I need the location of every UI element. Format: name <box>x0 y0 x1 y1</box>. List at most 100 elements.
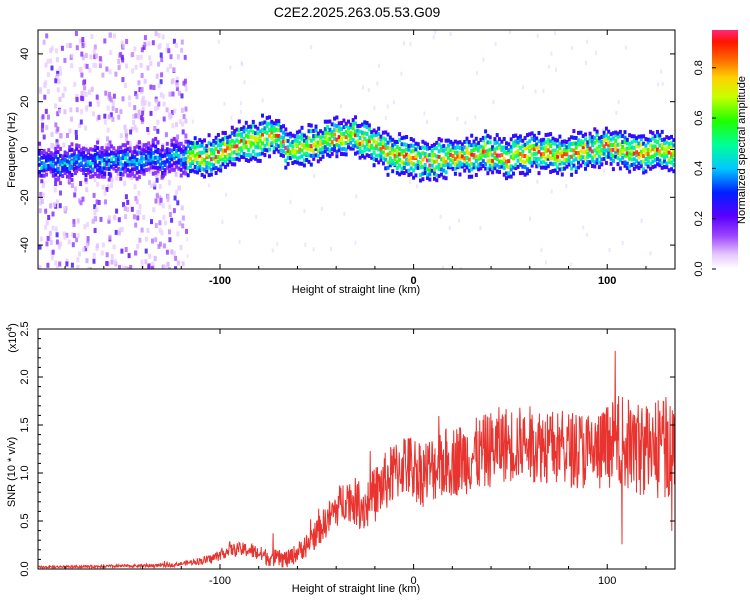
ridge-cell <box>61 154 65 159</box>
ridge-cell <box>161 147 165 152</box>
ridge-cell <box>472 143 476 148</box>
ridge-cell <box>203 158 206 163</box>
ridge-cell <box>553 156 557 161</box>
ridge-cell <box>333 136 337 141</box>
noise-cell <box>166 261 170 267</box>
ridge-cell <box>374 146 378 151</box>
ridge-cell <box>103 152 107 157</box>
noise-cell <box>84 125 88 131</box>
ridge-cell <box>386 132 390 137</box>
noise-cell <box>53 187 57 193</box>
ridge-cell <box>75 143 79 148</box>
ridge-cell <box>498 146 501 151</box>
ridge-cell <box>363 131 367 136</box>
ridge-cell <box>451 158 455 163</box>
ridge-cell <box>209 167 213 172</box>
ridge-cell <box>288 134 292 139</box>
ridge-cell <box>521 164 525 169</box>
ridge-cell <box>216 159 220 164</box>
noise-cell <box>54 122 58 128</box>
ridge-cell <box>460 162 464 167</box>
ridge-cell <box>340 132 343 137</box>
ridge-cell <box>151 165 155 170</box>
noise-cell <box>124 266 128 269</box>
ridge-cell <box>607 135 611 140</box>
ridge-cell <box>518 171 522 176</box>
ridge-cell <box>428 177 432 182</box>
ridge-cell <box>112 151 116 156</box>
noise-cell <box>79 119 83 125</box>
noise-cell <box>96 101 100 107</box>
noise-cell <box>50 255 54 261</box>
ridge-cell <box>495 157 499 161</box>
ridge-cell <box>460 148 464 153</box>
noise-cell <box>169 54 173 60</box>
noise-cell <box>57 79 61 85</box>
noise-cell <box>125 136 128 142</box>
ridge-cell <box>644 169 648 174</box>
ridge-cell <box>495 140 499 145</box>
noise-cell <box>120 40 124 46</box>
noise-cell <box>40 199 44 204</box>
ridge-cell <box>667 159 671 164</box>
ridge-cell <box>453 162 457 167</box>
noise-cell <box>584 147 587 151</box>
ridge-cell <box>570 161 574 166</box>
ridge-cell <box>405 143 409 148</box>
ridge-cell <box>86 155 90 160</box>
ridge-cell <box>209 157 213 162</box>
ridge-cell <box>421 165 425 169</box>
ridge-cell <box>254 138 258 143</box>
ridge-cell <box>63 153 67 158</box>
ridge-cell <box>491 153 495 158</box>
ridge-cell <box>430 168 434 173</box>
ridge-cell <box>126 158 130 163</box>
ridge-cell <box>291 146 295 151</box>
ridge-cell <box>249 124 253 129</box>
ridge-cell <box>542 160 546 165</box>
ridge-cell <box>277 119 281 124</box>
noise-cell <box>416 184 419 189</box>
noise-cell <box>186 237 188 242</box>
ridge-cell <box>458 140 462 145</box>
ridge-cell <box>361 134 364 139</box>
noise-cell <box>143 41 147 47</box>
ridge-cell <box>361 122 364 127</box>
noise-cell <box>142 44 146 50</box>
ridge-cell <box>170 138 174 143</box>
ridge-cell <box>38 151 41 156</box>
ridge-cell <box>258 138 262 143</box>
ridge-cell <box>140 148 144 153</box>
ridge-cell <box>665 154 669 159</box>
ridge-cell <box>458 155 462 160</box>
ridge-cell <box>193 169 197 174</box>
noise-cell <box>184 86 188 92</box>
noise-cell <box>173 195 177 201</box>
ridge-cell <box>470 143 474 148</box>
noise-cell <box>170 79 174 85</box>
noise-cell <box>157 83 161 89</box>
ridge-cell <box>223 154 227 159</box>
x-tick-label: -100 <box>209 575 231 587</box>
noise-cell <box>76 218 80 224</box>
ridge-cell <box>200 157 204 161</box>
ridge-cell <box>551 136 555 141</box>
ridge-cell <box>374 130 378 135</box>
ridge-cell <box>495 153 499 158</box>
ridge-cell <box>342 134 346 139</box>
ridge-cell <box>205 148 209 153</box>
ridge-cell <box>77 162 81 167</box>
ridge-cell <box>611 158 615 163</box>
ridge-cell <box>379 150 383 155</box>
ridge-cell <box>423 141 427 146</box>
ridge-cell <box>405 147 409 152</box>
ridge-cell <box>196 144 199 149</box>
ridge-cell <box>398 163 402 168</box>
ridge-cell <box>565 145 569 150</box>
ridge-cell <box>470 148 474 153</box>
ridge-cell <box>437 154 441 159</box>
ridge-cell <box>370 155 374 160</box>
ridge-cell <box>567 142 571 147</box>
ridge-cell <box>512 143 515 148</box>
ridge-cell <box>137 140 141 145</box>
